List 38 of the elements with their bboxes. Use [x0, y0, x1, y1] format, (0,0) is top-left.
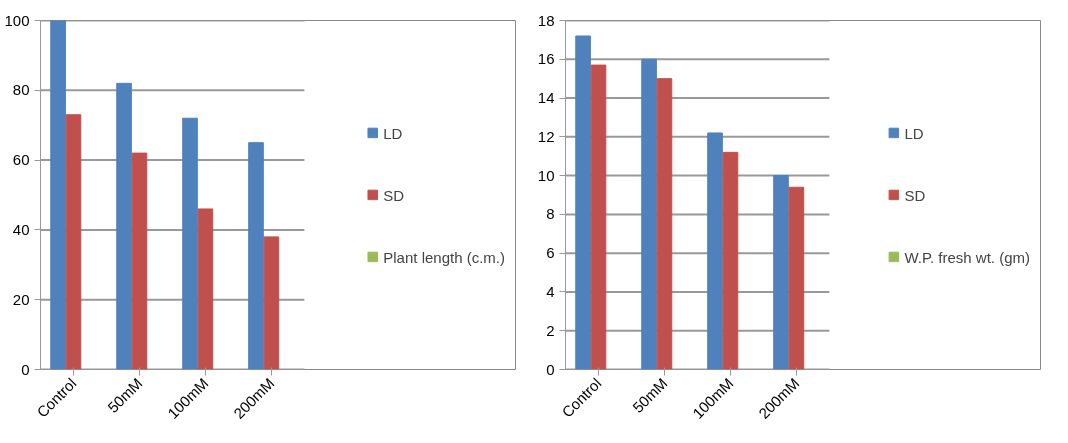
y-tick-label: 60 [12, 151, 30, 169]
bar [590, 64, 607, 370]
bar [773, 175, 789, 370]
y-tick-label: 18 [537, 11, 555, 29]
y-tick-label: 0 [21, 360, 30, 378]
y-tick-label: 20 [12, 290, 30, 308]
y-tick-label: 2 [546, 321, 555, 339]
legend-label: SD [904, 186, 926, 203]
bar [65, 114, 82, 370]
legend-label: SD [383, 186, 405, 203]
bar [722, 151, 739, 370]
legend-label: LD [904, 124, 925, 141]
bar [197, 208, 214, 370]
bar [50, 20, 66, 370]
y-tick-label: 16 [537, 50, 555, 68]
bar [131, 152, 148, 370]
y-tick-label: 4 [546, 282, 555, 300]
y-tick-label: 10 [537, 166, 555, 184]
legend-label: W.P. fresh wt. (gm) [904, 248, 1030, 265]
legend-label: Plant length (c.m.) [383, 248, 505, 265]
bar [248, 142, 264, 370]
bar [641, 58, 657, 370]
y-tick-label: 40 [12, 220, 30, 238]
bar [788, 186, 805, 370]
y-tick-label: 6 [546, 244, 555, 262]
bar [263, 236, 280, 370]
y-tick-label: 8 [546, 205, 555, 223]
bar [182, 117, 198, 370]
bar [707, 132, 723, 370]
y-tick-label: 100 [4, 11, 30, 29]
bar [656, 78, 673, 370]
legend-label: LD [383, 124, 404, 141]
y-tick-label: 80 [12, 81, 30, 99]
y-tick-label: 0 [546, 360, 555, 378]
bar [116, 82, 132, 370]
bar [575, 35, 591, 370]
y-tick-label: 14 [537, 89, 555, 107]
y-tick-label: 12 [537, 127, 555, 145]
